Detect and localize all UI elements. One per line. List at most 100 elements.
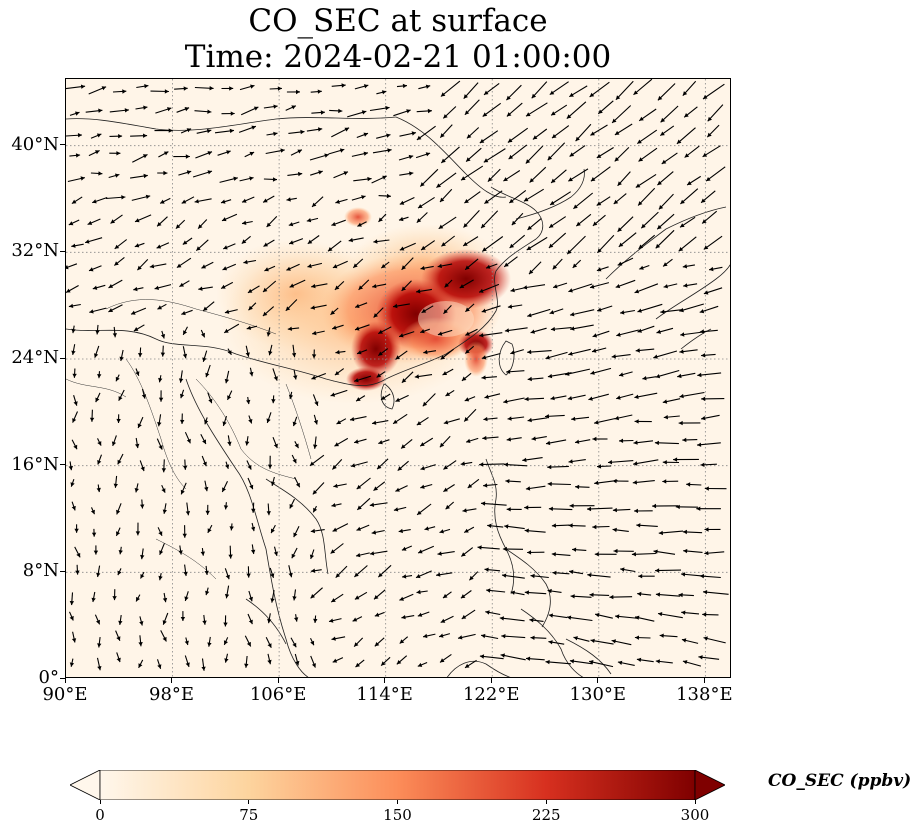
wind-arrow	[138, 659, 144, 669]
wind-arrow	[336, 418, 347, 425]
wind-arrow	[115, 630, 121, 642]
wind-arrow	[682, 660, 702, 667]
wind-arrow	[439, 124, 453, 138]
wind-arrow	[461, 372, 472, 382]
wind-arrow	[484, 190, 503, 205]
colorbar-tick-label: 225	[531, 806, 561, 824]
wind-arrow	[310, 655, 316, 668]
wind-arrow	[527, 217, 542, 231]
wind-arrow	[612, 507, 631, 513]
wind-arrow	[71, 631, 77, 643]
wind-arrow	[681, 610, 700, 615]
wind-arrow	[699, 329, 718, 334]
wind-arrow	[436, 572, 453, 577]
wind-arrow	[327, 240, 342, 252]
wind-arrow	[245, 345, 250, 357]
wind-arrow	[638, 108, 657, 122]
wind-arrow	[69, 153, 81, 158]
y-tick-mark	[60, 677, 65, 679]
wind-arrow	[530, 573, 549, 579]
wind-arrow	[612, 527, 629, 533]
wind-arrow	[180, 128, 192, 134]
wind-arrow	[74, 524, 79, 533]
wind-arrow	[676, 127, 696, 145]
wind-arrow	[267, 653, 272, 665]
wind-arrow	[160, 330, 166, 339]
wind-arrow	[550, 104, 568, 116]
wind-arrow	[223, 615, 228, 627]
wind-arrow	[596, 464, 612, 469]
wind-arrow	[331, 503, 342, 508]
wind-arrow	[417, 196, 435, 209]
wind-arrow	[244, 151, 255, 158]
wind-arrow	[678, 592, 694, 598]
y-tick-mark	[60, 144, 65, 146]
wind-arrow	[682, 437, 698, 443]
wind-arrow	[485, 263, 498, 269]
wind-arrow	[110, 214, 123, 224]
wind-arrow	[157, 170, 168, 176]
wind-arrow	[399, 593, 414, 601]
wind-arrow	[334, 437, 349, 447]
wind-arrow	[415, 152, 431, 159]
wind-arrow	[569, 85, 588, 98]
wind-arrow	[479, 332, 503, 338]
wind-arrow	[247, 285, 260, 294]
wind-arrow	[437, 551, 455, 556]
wind-arrow	[228, 545, 233, 559]
wind-arrow	[198, 286, 213, 291]
wind-arrow	[239, 176, 254, 182]
wind-arrow	[529, 618, 544, 623]
wind-arrow	[677, 372, 696, 379]
wind-arrow	[592, 436, 608, 442]
wind-arrow	[310, 638, 315, 646]
wind-arrow	[569, 503, 595, 508]
wind-arrow	[288, 238, 304, 245]
wind-arrow	[97, 637, 102, 648]
wind-arrow	[73, 395, 78, 406]
wind-arrow	[270, 590, 275, 603]
wind-arrow	[682, 80, 697, 96]
wind-arrow	[74, 546, 81, 558]
wind-arrow	[509, 234, 526, 249]
wind-arrow	[393, 506, 407, 512]
wind-arrow	[196, 128, 212, 134]
wind-arrow	[355, 659, 365, 668]
wind-arrow	[655, 229, 675, 249]
wind-arrow	[422, 393, 436, 407]
wind-arrow	[573, 192, 594, 210]
wind-arrow	[658, 193, 674, 210]
wind-arrow	[637, 325, 655, 333]
wind-arrow	[615, 614, 638, 619]
wind-arrow	[310, 568, 322, 573]
colorbar-gradient	[99, 770, 696, 800]
y-tick-label: 32°N	[11, 240, 59, 262]
wind-arrow	[205, 587, 210, 596]
wind-arrow	[609, 594, 633, 600]
wind-arrow	[113, 475, 118, 488]
wind-arrow	[309, 549, 315, 560]
wind-arrow	[571, 416, 590, 421]
wind-arrow	[445, 389, 455, 397]
wind-arrow	[291, 344, 297, 358]
wind-arrow	[335, 565, 348, 578]
wind-arrow	[568, 283, 593, 293]
wind-arrow	[636, 523, 658, 528]
wind-arrow	[398, 216, 409, 222]
wind-arrow	[96, 484, 101, 493]
wind-arrow	[182, 237, 193, 245]
wind-arrow	[481, 305, 501, 313]
wind-vectors	[66, 79, 729, 671]
wind-arrow	[634, 419, 652, 424]
wind-arrow	[683, 283, 698, 288]
wind-arrow	[400, 438, 413, 449]
wind-arrow	[395, 485, 408, 492]
wind-arrow	[331, 219, 346, 227]
wind-arrow	[569, 569, 584, 575]
wind-arrow	[615, 80, 634, 101]
wind-arrow	[503, 256, 518, 268]
wind-arrow	[614, 123, 633, 136]
wind-arrow	[460, 165, 484, 181]
wind-arrow	[511, 212, 524, 226]
wind-arrow	[457, 633, 476, 640]
